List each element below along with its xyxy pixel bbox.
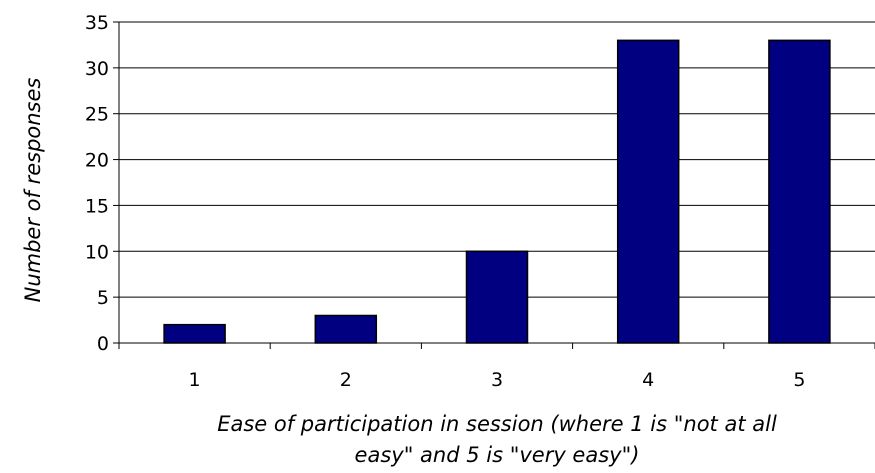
y-tick-label: 30 xyxy=(85,58,109,80)
x-tick-label: 3 xyxy=(491,369,503,391)
y-tick-label: 15 xyxy=(85,195,109,217)
y-tick-label: 5 xyxy=(97,287,109,309)
x-axis-label-line-1: Ease of participation in session (where … xyxy=(217,412,777,436)
bar-1 xyxy=(163,323,226,344)
y-tick-label: 0 xyxy=(97,333,109,355)
x-tick-label: 2 xyxy=(340,369,352,391)
x-tick-label: 5 xyxy=(793,369,805,391)
gridlines xyxy=(119,21,875,298)
axes xyxy=(113,21,875,349)
bar-2 xyxy=(314,314,378,344)
x-tick-label: 4 xyxy=(642,369,654,391)
y-tick-label: 35 xyxy=(85,12,109,34)
x-tick-labels: 1 2 3 4 5 xyxy=(189,369,806,391)
bar-5 xyxy=(768,39,831,344)
y-tick-label: 10 xyxy=(85,241,109,263)
x-axis-label-line-2: easy" and 5 is "very easy") xyxy=(355,443,640,467)
bar-4 xyxy=(616,39,680,344)
y-tick-labels: 0 5 10 15 20 25 30 35 xyxy=(85,12,109,355)
y-axis-label: Number of responses xyxy=(21,78,45,303)
y-tick-label: 25 xyxy=(85,104,109,126)
bar-3 xyxy=(465,250,529,344)
y-tick-label: 20 xyxy=(85,150,109,172)
x-tick-label: 1 xyxy=(189,369,201,391)
